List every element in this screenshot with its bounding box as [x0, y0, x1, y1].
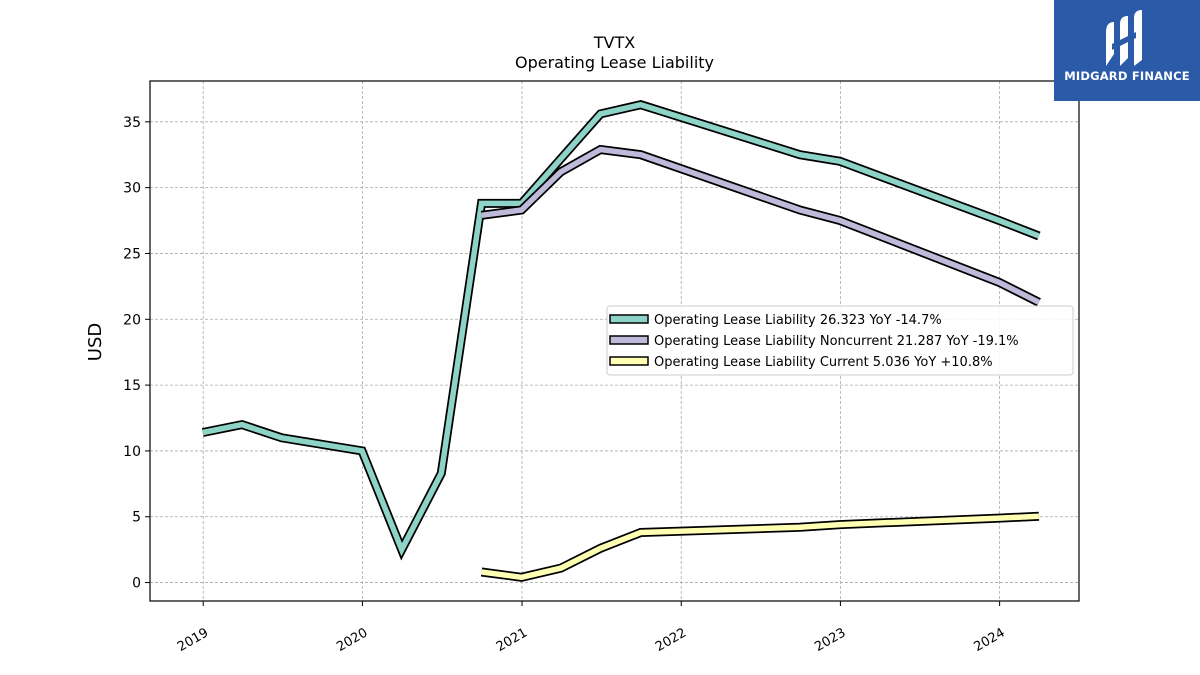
legend-swatch [609, 356, 649, 366]
x-tick-label: 2023 [812, 625, 848, 655]
series-line [202, 101, 1040, 557]
legend-swatch [609, 335, 649, 345]
y-tick-label: 25 [123, 246, 141, 262]
y-tick-label: 35 [123, 115, 141, 131]
legend-entry-label: Operating Lease Liability Current 5.036 … [654, 355, 993, 370]
plot-frame [149, 80, 1080, 602]
y-tick-label: 0 [132, 576, 141, 592]
y-tick-label: 20 [123, 312, 141, 328]
y-tick-label: 15 [123, 378, 141, 394]
series-line [481, 513, 1040, 581]
legend-swatch [609, 314, 649, 324]
y-tick-label: 30 [123, 181, 141, 197]
chart-subtitle: Operating Lease Liability [515, 53, 714, 72]
chart-title: TVTX [593, 33, 635, 52]
y-tick-label: 5 [132, 510, 141, 526]
legend: Operating Lease Liability 26.323 YoY -14… [606, 305, 1074, 376]
logo-mark-icon [1106, 10, 1142, 66]
x-tick-label: 2022 [653, 625, 689, 655]
brand-name: MIDGARD FINANCE [1064, 69, 1190, 83]
y-axis-label: USD [85, 323, 106, 361]
x-tick-label: 2020 [334, 625, 370, 655]
x-tick-label: 2021 [494, 625, 530, 655]
y-tick-label: 10 [123, 444, 141, 460]
series-layer [201, 100, 1041, 582]
brand-logo: MIDGARD FINANCE [1054, 0, 1200, 101]
series-line [481, 146, 1041, 305]
legend-box [606, 305, 1074, 376]
x-tick-label: 2024 [971, 625, 1007, 655]
legend-entry-label: Operating Lease Liability 26.323 YoY -14… [654, 313, 942, 328]
legend-entry-label: Operating Lease Liability Noncurrent 21.… [654, 334, 1019, 349]
x-tick-label: 2019 [175, 625, 211, 655]
